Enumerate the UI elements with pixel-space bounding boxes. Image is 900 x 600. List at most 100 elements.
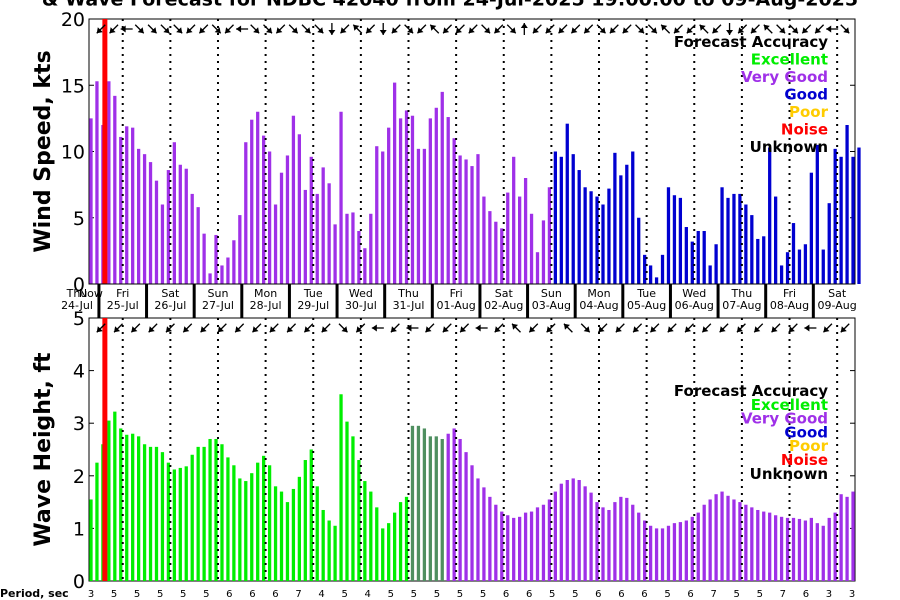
wave-bar [839, 494, 843, 581]
period-value: 3 [88, 589, 94, 600]
wind-bar [422, 148, 427, 284]
wave-bar [214, 438, 218, 581]
wind-bar [339, 111, 343, 284]
wave-bar [512, 517, 516, 581]
wind-bar [851, 156, 855, 284]
wave-bar [613, 502, 617, 581]
day-label-dow: Fri [116, 287, 129, 300]
wind-bar [321, 167, 325, 284]
wave-bar [625, 497, 629, 581]
period-value: 6 [249, 589, 255, 600]
day-boundary-tick [97, 284, 101, 318]
wave-bar [672, 523, 677, 581]
day-label-dow: Thu [731, 287, 753, 300]
wind-bar [136, 148, 141, 284]
wave-bar [785, 517, 790, 581]
day-boundary-tick [383, 284, 387, 318]
now-label: Now [79, 287, 103, 300]
wind-bar [571, 154, 575, 284]
wave-direction-arrow-icon [771, 323, 781, 333]
wave-bar [184, 466, 188, 581]
wave-bar [327, 520, 331, 581]
wave-bar [291, 488, 296, 581]
wave-direction-arrow-icon [546, 323, 556, 333]
day-label-dow: Sun [208, 287, 229, 300]
wave-bar [666, 525, 671, 581]
wave-direction-arrow-icon [338, 323, 348, 333]
wind-bar [857, 147, 861, 284]
wave-bar [285, 502, 290, 581]
wind-bar [446, 117, 450, 284]
period-value: 5 [757, 589, 763, 600]
wave-bar [267, 465, 272, 581]
wave-bar [702, 504, 706, 581]
day-label-dow: Wed [682, 287, 706, 300]
wind-direction-arrow-icon [763, 24, 773, 34]
chart-title: & Wave Forecast for NDBC 42040 from 24-J… [42, 0, 858, 11]
wind-bar [327, 183, 331, 284]
wave-bar [690, 516, 694, 581]
wave-bar [809, 517, 813, 581]
day-label-date: 02-Aug [484, 299, 523, 312]
wave-bar [273, 486, 278, 581]
wave-direction-arrow-icon [632, 323, 643, 333]
day-label-dow: Wed [349, 287, 373, 300]
wind-direction-arrow-icon [647, 24, 658, 34]
wave-legend-item: Excellent [751, 396, 828, 414]
wave-bar [95, 462, 99, 581]
wind-bar [267, 151, 272, 284]
wind-bar [279, 172, 284, 284]
wind-bar [232, 240, 236, 284]
wind-bar [827, 203, 831, 284]
wind-bar [226, 257, 230, 284]
wave-bar [637, 512, 641, 581]
wave-direction-arrow-icon [822, 323, 833, 333]
wind-direction-arrow-icon [134, 24, 145, 34]
wind-bar [154, 180, 159, 284]
wind-bar [702, 231, 706, 284]
wind-direction-arrow-icon [379, 23, 387, 35]
period-value: 7 [295, 589, 301, 600]
wind-direction-arrow-icon [826, 25, 839, 33]
wind-bar [756, 238, 760, 284]
wave-direction-arrow-icon [148, 323, 158, 333]
period-value: 4 [365, 589, 371, 600]
wave-bar [571, 478, 575, 581]
wind-bar [583, 187, 587, 284]
wave-direction-arrow-icon [390, 323, 400, 333]
wind-direction-arrow-icon [147, 24, 158, 34]
wave-legend-item: Noise [781, 451, 828, 469]
wind-bar [637, 217, 641, 284]
wind-bar [142, 154, 147, 284]
wind-bar [345, 213, 349, 284]
wind-direction-arrow-icon [236, 25, 249, 33]
wind-bar [458, 155, 462, 284]
wind-direction-arrow-icon [224, 24, 234, 34]
day-boundary-tick [573, 284, 577, 318]
wind-bar [488, 211, 492, 284]
wind-direction-arrow-icon [301, 24, 311, 34]
wave-bar [476, 478, 480, 581]
wind-bar [238, 215, 242, 284]
wind-bar [404, 110, 409, 284]
wave-bar [309, 449, 313, 581]
wind-bar [839, 156, 843, 284]
wave-direction-arrow-icon [130, 323, 141, 333]
wave-bar [726, 495, 730, 581]
wave-ytick-label: 1 [73, 518, 85, 540]
wind-bar [619, 175, 623, 284]
day-label-dow: Mon [587, 287, 610, 300]
period-value: 5 [457, 589, 463, 600]
wave-bar [89, 499, 93, 581]
wind-bar [506, 192, 510, 284]
wind-bar [654, 277, 659, 284]
wave-direction-arrow-icon [719, 323, 729, 333]
wind-bar [529, 213, 534, 284]
wave-bar [297, 476, 302, 581]
wave-direction-arrow-icon [788, 323, 798, 333]
wave-bar [684, 520, 688, 581]
wind-bar [613, 152, 617, 284]
wind-direction-arrow-icon [493, 24, 504, 34]
period-value: 6 [272, 589, 278, 600]
day-label-dow: Tue [303, 287, 323, 300]
